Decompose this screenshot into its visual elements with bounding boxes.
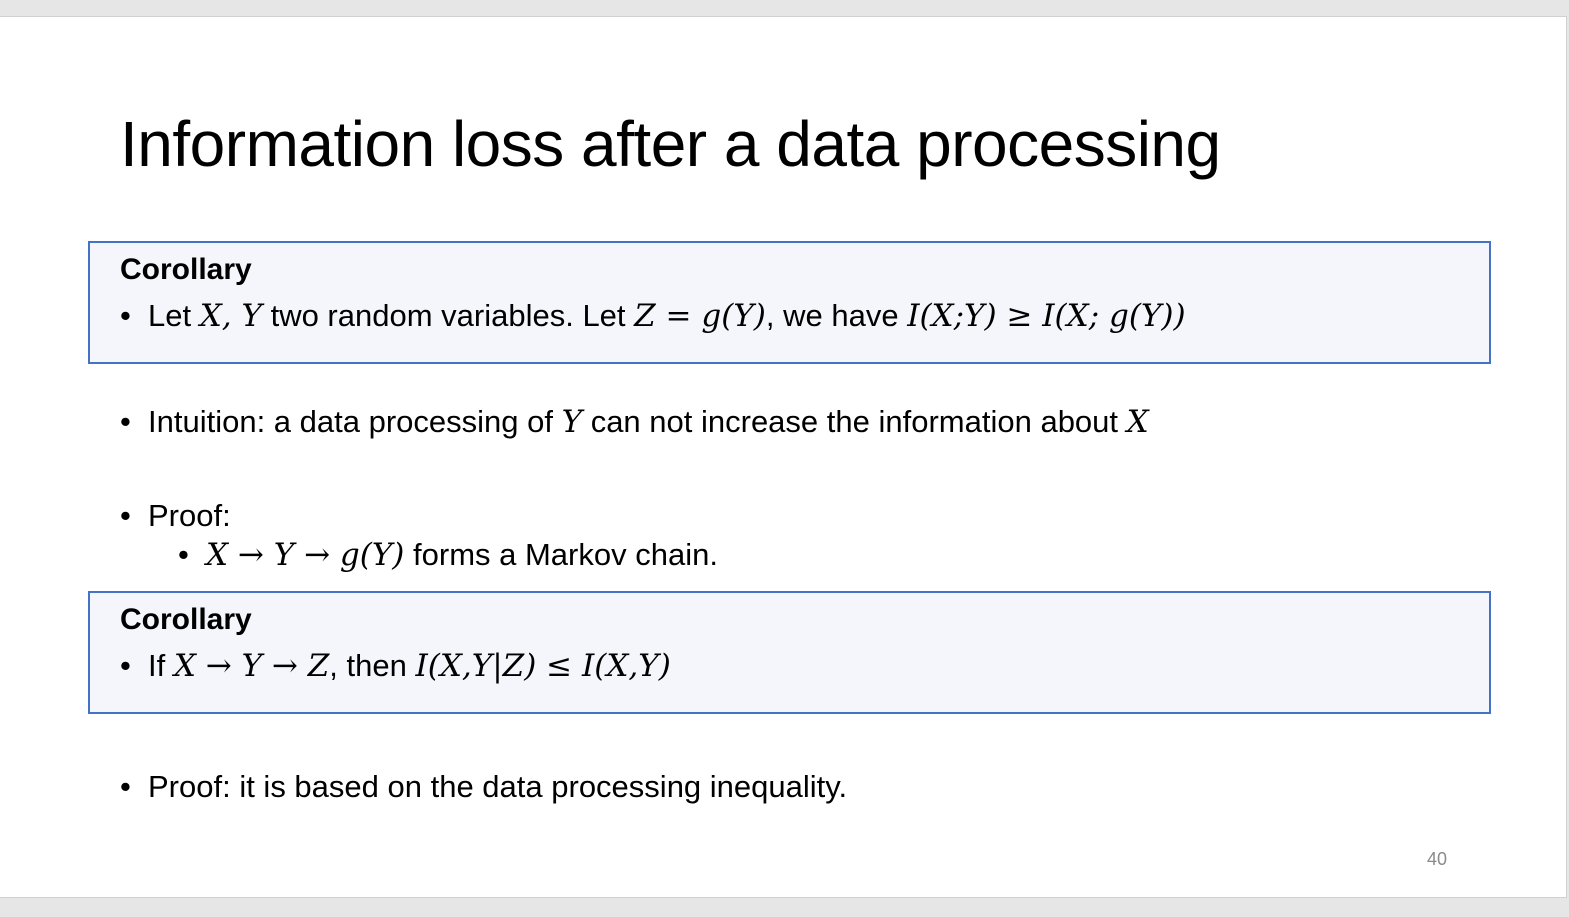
bullet-icon: • — [120, 648, 131, 683]
math-expression: X — [1126, 404, 1149, 440]
corollary-heading: Corollary — [120, 603, 252, 636]
bullet-icon: • — [120, 404, 131, 439]
slide-title: Information loss after a data processing — [120, 108, 1221, 180]
math-expression: Y — [561, 404, 583, 440]
corollary-1-statement: • Let X, Y two random variables. Let Z = … — [120, 297, 1186, 335]
corollary-box-2: Corollary • If X → Y → Z, then I(X,Y|Z) ≤… — [88, 591, 1491, 714]
corollary-2-statement: • If X → Y → Z, then I(X,Y|Z) ≤ I(X,Y) — [120, 647, 671, 685]
corollary-box-1: Corollary • Let X, Y two random variables… — [88, 241, 1491, 364]
text: two random variables. Let — [261, 298, 635, 333]
bullet-icon: • — [120, 769, 131, 804]
text: forms a Markov chain. — [404, 537, 718, 572]
bullet-icon: • — [120, 498, 131, 533]
proof-sub-bullet: • X → Y → g(Y) forms a Markov chain. — [178, 536, 718, 574]
math-expression: Z = g(Y) — [634, 298, 766, 334]
math-expression: X → Y → Z — [173, 648, 330, 684]
text: can not increase the information about — [582, 404, 1127, 439]
corollary-heading: Corollary — [120, 253, 252, 286]
text: If — [148, 648, 174, 683]
proof-bullet: • Proof: — [120, 497, 231, 534]
text: , we have — [765, 298, 908, 333]
math-expression: X, Y — [199, 298, 262, 334]
text: Proof: it is based on the data processin… — [148, 769, 848, 804]
intuition-bullet: • Intuition: a data processing of Y can n… — [120, 403, 1149, 441]
math-expression: X → Y → g(Y) — [206, 537, 405, 573]
text: , then — [329, 648, 416, 683]
math-expression: I(X,Y|Z) ≤ I(X,Y) — [415, 648, 671, 684]
proof-2-bullet: • Proof: it is based on the data processi… — [120, 768, 847, 805]
slide: Information loss after a data processing… — [0, 16, 1567, 898]
proof-label: Proof: — [148, 498, 231, 533]
math-expression: I(X;Y) ≥ I(X; g(Y)) — [907, 298, 1186, 334]
text: Let — [148, 298, 200, 333]
bullet-icon: • — [120, 298, 131, 333]
bullet-icon: • — [178, 537, 189, 572]
page-number: 40 — [1427, 849, 1448, 869]
text: Intuition: a data processing of — [148, 404, 562, 439]
